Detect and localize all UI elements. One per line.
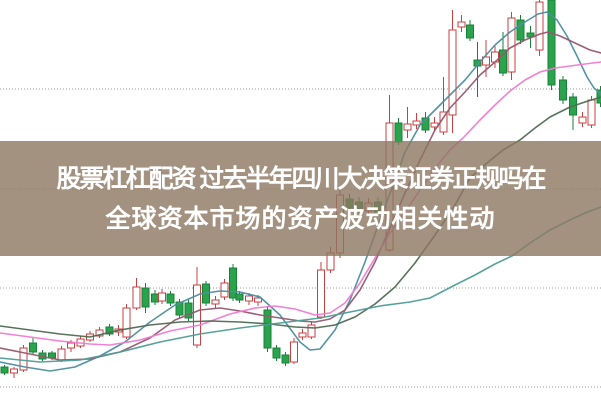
candle-body-up: [67, 342, 75, 349]
caption-overlay: 股票杠杠配资 过去半年四川大决策证券正规吗在 全球资本市场的资产波动相关性动: [0, 141, 601, 256]
candle-body-down: [516, 19, 525, 41]
candle-body-up: [19, 347, 28, 371]
caption-line-2: 全球资本市场的资产波动相关性动: [105, 204, 496, 233]
candle-body-down: [0, 366, 9, 374]
candle-body-up: [245, 295, 253, 302]
candle-body-up: [254, 297, 262, 303]
candle-body-up: [193, 284, 201, 346]
candle-body-up: [535, 1, 544, 51]
candle-body-down: [141, 287, 150, 308]
candle-body-down: [184, 302, 193, 319]
candle-body-down: [175, 301, 184, 316]
candle-body-up: [587, 99, 596, 126]
candle-body-up: [132, 286, 141, 309]
candle-body-down: [235, 293, 244, 301]
candle-body-up: [10, 368, 18, 374]
candle-body-up: [412, 120, 421, 126]
candle-body-down: [559, 79, 567, 101]
ma-green: [0, 96, 601, 338]
candle-body-up: [122, 307, 131, 338]
candle-body-down: [394, 122, 403, 143]
candle-body-down: [151, 293, 159, 303]
candle-body-up: [57, 348, 66, 361]
candle-body-down: [105, 326, 114, 335]
ma-magenta: [0, 61, 601, 346]
candle-body-up: [95, 329, 104, 337]
caption-line-1: 股票杠杠配资 过去半年四川大决策证券正规吗在: [56, 164, 547, 193]
candle-body-up: [578, 116, 587, 124]
candle-body-up: [482, 56, 490, 66]
candle-body-up: [457, 21, 466, 28]
candle-body-up: [158, 292, 166, 302]
ma-maroon: [0, 31, 601, 361]
candle-body-up: [317, 269, 325, 318]
candle-body-up: [403, 123, 412, 131]
candle-body-up: [290, 341, 298, 363]
candle-body-down: [281, 354, 290, 364]
candle-body-down: [272, 347, 281, 359]
candle-body-up: [220, 282, 229, 298]
candle-body-up: [211, 299, 220, 305]
candle-body-down: [229, 267, 237, 299]
candle-body-down: [263, 309, 272, 349]
candle-body-down: [466, 24, 474, 39]
candle-body-up: [307, 324, 316, 338]
candle-body-up: [448, 29, 457, 116]
candle-body-up: [298, 332, 307, 338]
candle-body-down: [499, 49, 507, 74]
candle-body-down: [547, 0, 556, 86]
candle-body-down: [29, 342, 37, 353]
candle-body-down: [166, 293, 175, 304]
